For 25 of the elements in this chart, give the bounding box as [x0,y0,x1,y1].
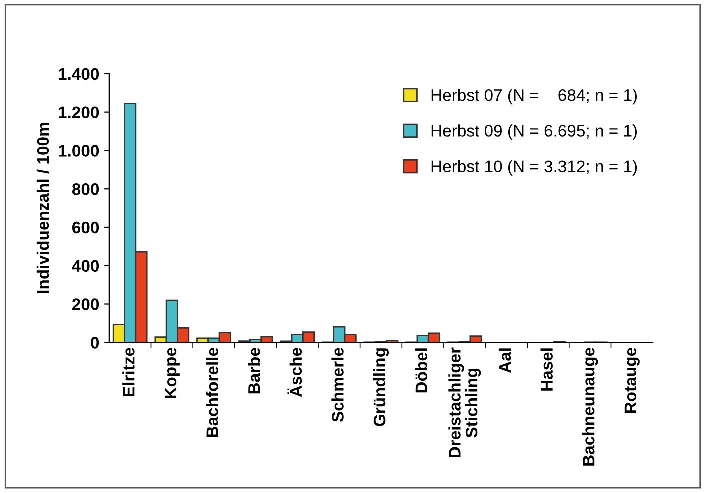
y-tick-label: 800 [72,184,100,196]
y-tick-label: 200 [72,298,100,310]
x-tick-label: Döbel [415,348,428,393]
x-tick-label: Dreistachliger Stichling [448,348,482,458]
x-tick-label: Äsche [288,348,302,398]
legend-label: Herbst 09 (N = 6.695; n = 1) [432,124,638,140]
x-tick-label: Bachneunauge [582,348,598,466]
y-tick-label: 0 [91,337,100,349]
x-tick-label: Aal [498,348,512,374]
x-tick-label: Gründling [373,348,390,426]
y-tick-label: 600 [72,222,100,234]
y-tick-label: 400 [72,260,100,272]
legend-label: Herbst 07 (N = 684; n = 1) [432,89,638,105]
y-axis-title: Individuenzahl / 100m [36,123,50,294]
x-tick-label: Schmerle [332,348,344,422]
y-tick-label: 1.000 [59,145,100,157]
x-tick-label: Koppe [165,348,180,398]
y-tick-label: 1.200 [59,106,100,119]
x-tick-label: Rotauge [624,348,640,414]
x-tick-label: Barbe [248,348,260,394]
x-tick-label: Hasel [540,348,553,391]
y-tick-label: 1.400 [59,68,100,80]
x-tick-label: Elritze [122,348,135,396]
x-tick-label: Bachforelle [206,348,218,438]
legend-label: Herbst 10 (N = 3.312; n = 1) [432,160,638,176]
